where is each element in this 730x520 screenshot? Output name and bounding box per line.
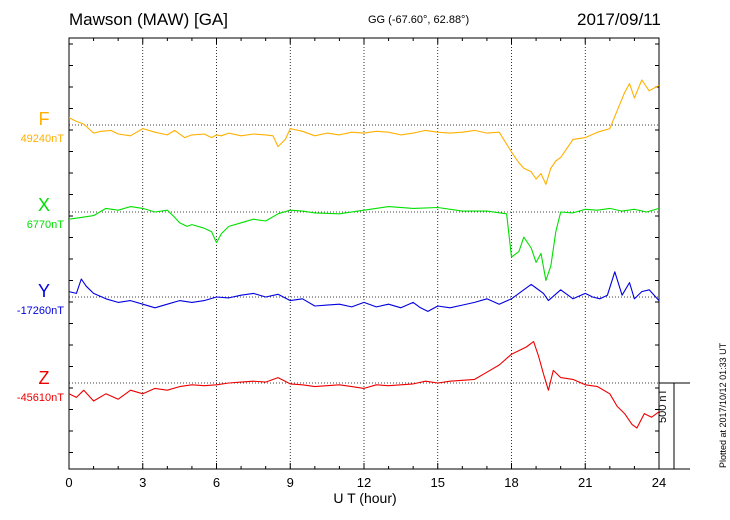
series-name-x: X	[38, 195, 50, 215]
series-line-f	[68, 79, 660, 185]
date-label: 2017/09/11	[577, 10, 661, 29]
station-title: Mawson (MAW) [GA]	[69, 10, 228, 29]
x-tick-label: 21	[578, 475, 592, 490]
series-name-z: Z	[39, 368, 50, 388]
scale-bar-label: 500 nT	[657, 388, 669, 423]
series-line-x	[68, 206, 660, 281]
series-name-f: F	[39, 109, 50, 129]
series-baseline-y: -17260nT	[17, 305, 64, 317]
x-tick-label: 6	[213, 475, 220, 490]
series-line-y	[68, 271, 660, 312]
geographic-coords: GG (-67.60°, 62.88°)	[368, 14, 470, 26]
x-tick-label: 3	[139, 475, 146, 490]
series-name-y: Y	[38, 281, 50, 301]
series-baseline-z: -45610nT	[17, 392, 64, 404]
plotted-timestamp: Plotted at 2017/10/12 01:33 UT	[718, 342, 728, 468]
x-tick-label: 12	[357, 475, 371, 490]
x-tick-label: 9	[287, 475, 294, 490]
x-tick-label: 18	[504, 475, 518, 490]
x-tick-label: 24	[652, 475, 666, 490]
x-axis-label: U T (hour)	[333, 490, 397, 506]
series-baseline-x: 6770nT	[27, 219, 65, 231]
x-tick-label: 0	[65, 475, 72, 490]
x-tick-label: 15	[431, 475, 445, 490]
series-baseline-f: 49240nT	[21, 133, 65, 145]
series-line-z	[68, 341, 660, 429]
